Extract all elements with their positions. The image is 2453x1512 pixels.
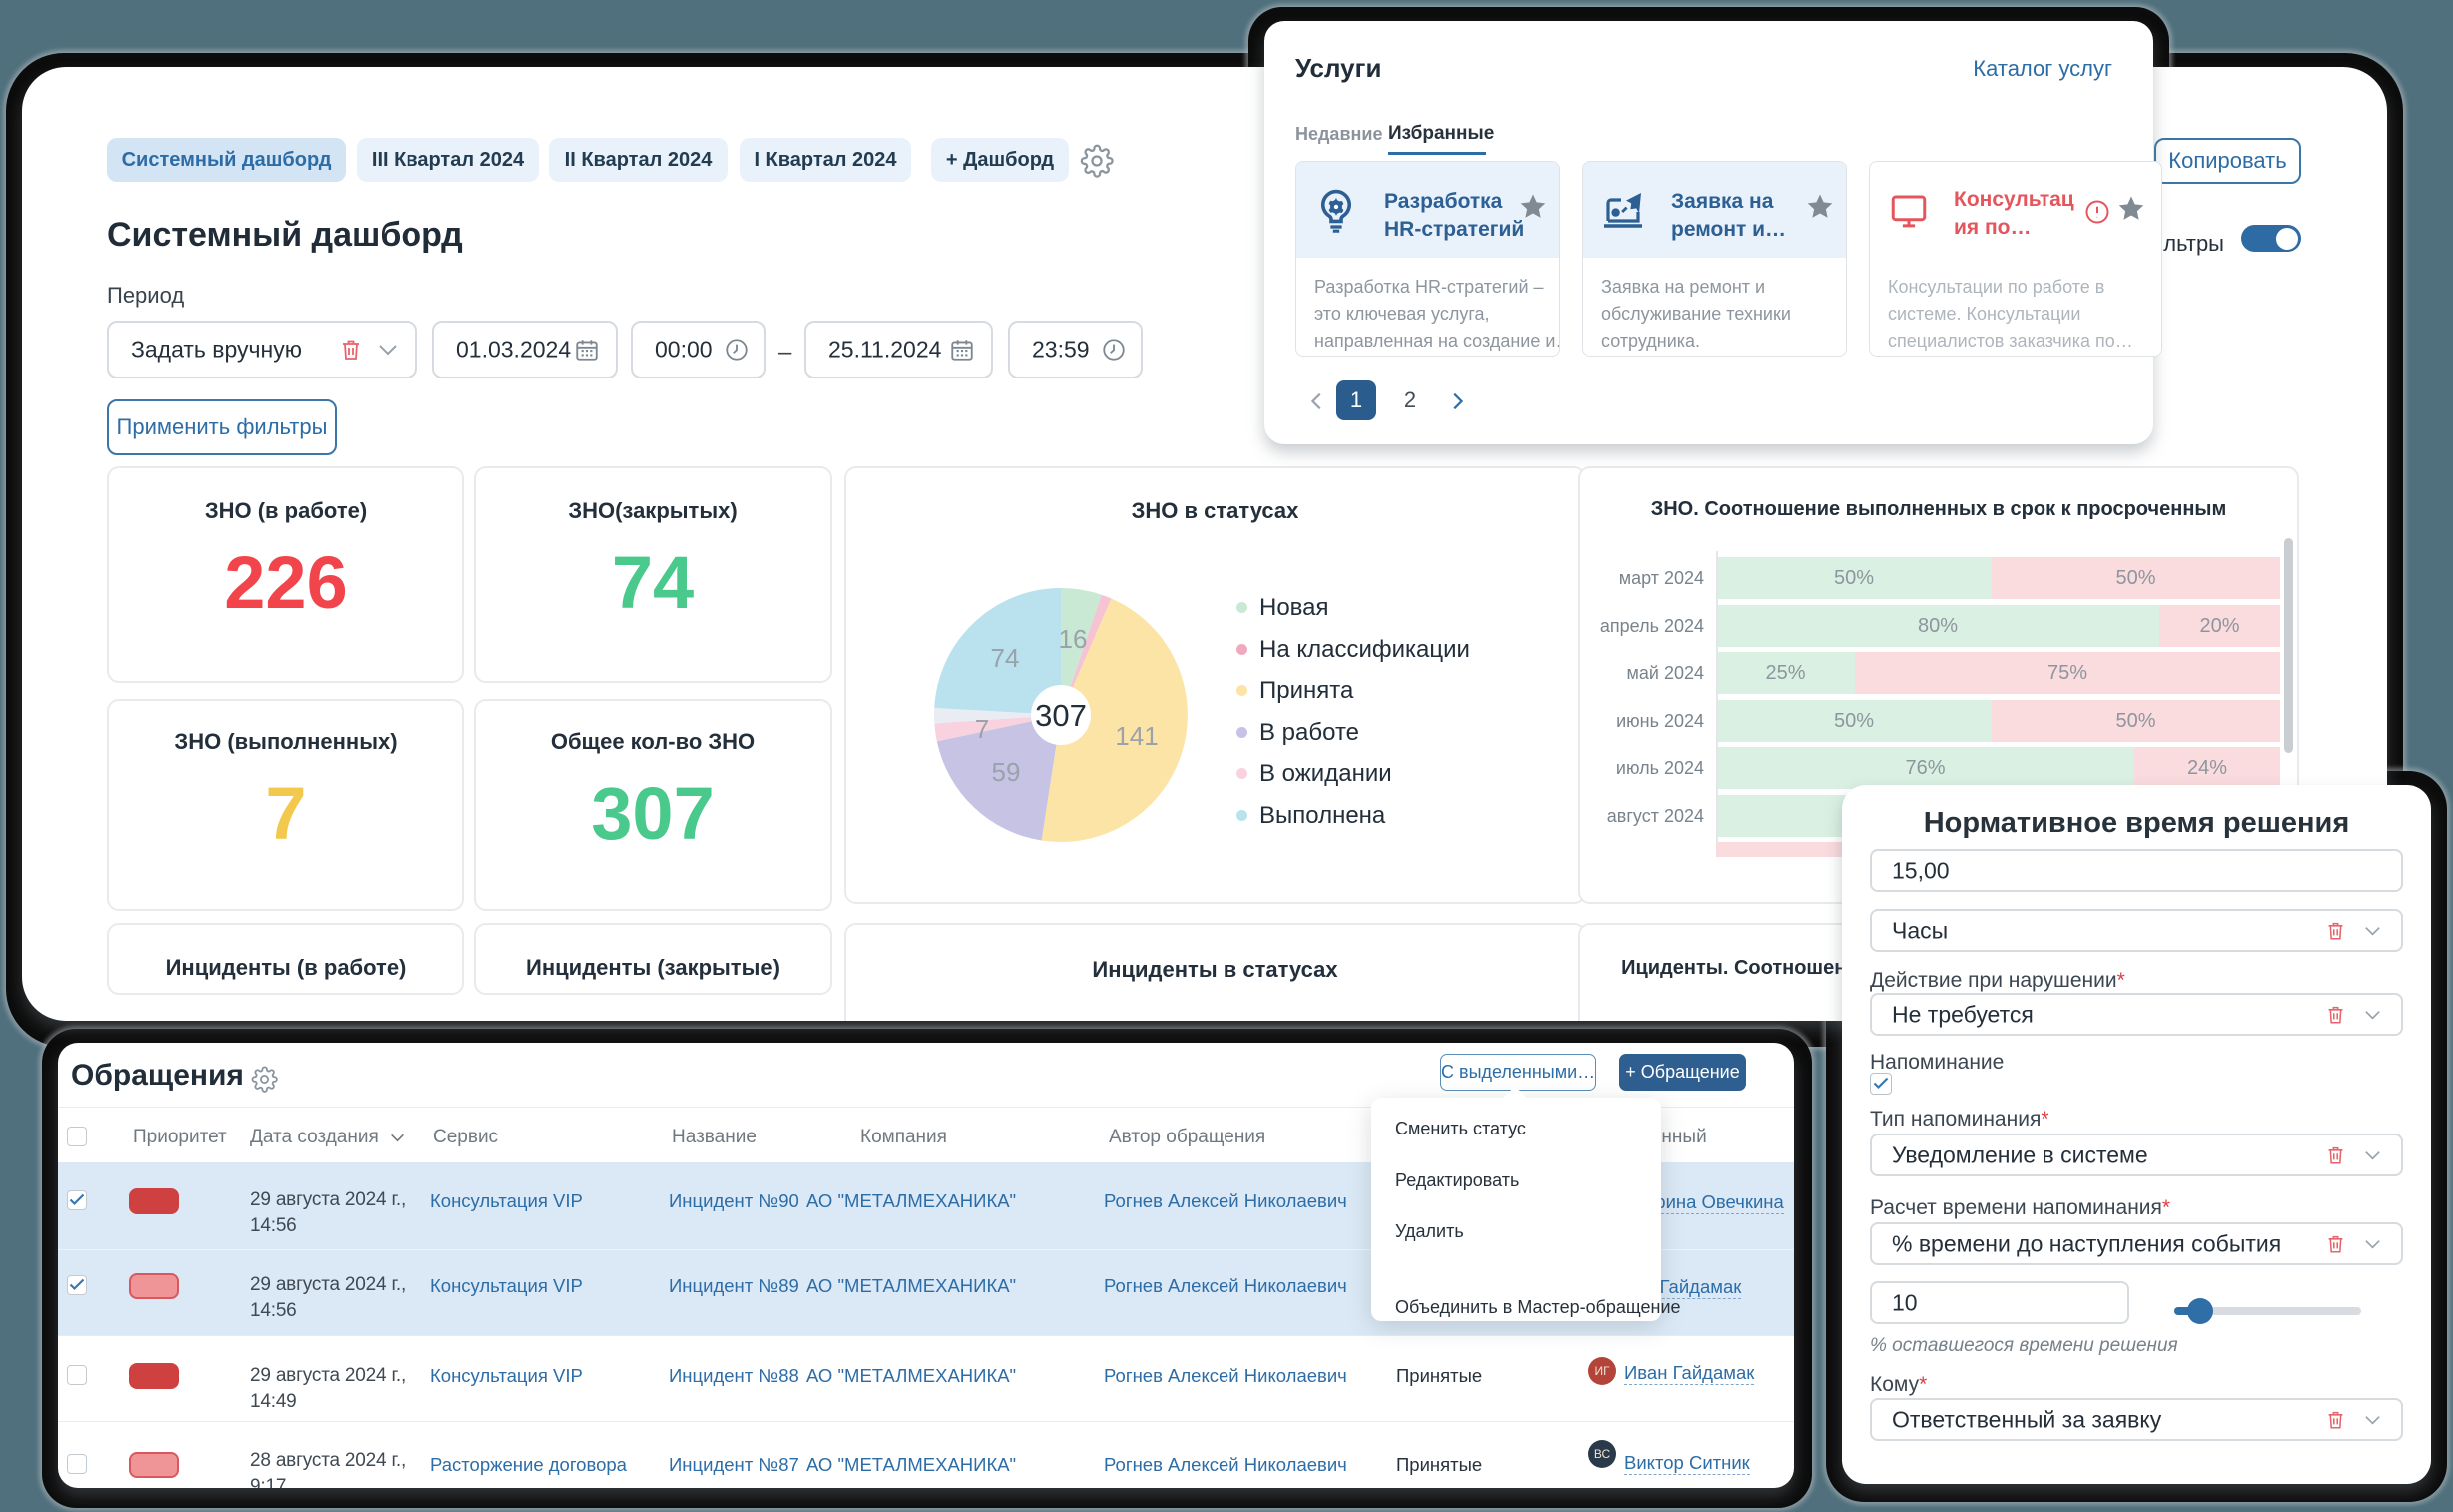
svg-text:16: 16 [1059,624,1088,654]
svg-text:7: 7 [975,714,989,744]
svg-text:141: 141 [1115,721,1158,751]
svg-text:59: 59 [992,757,1021,787]
svg-text:74: 74 [991,643,1020,673]
svg-text:307: 307 [1035,698,1087,733]
